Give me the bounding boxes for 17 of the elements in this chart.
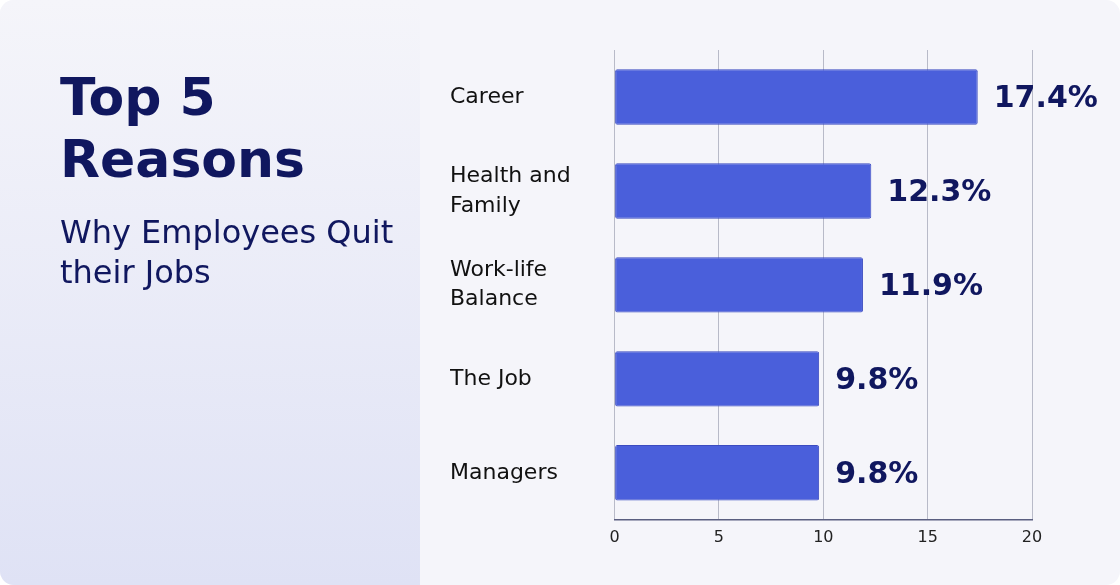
text: Top 5 Reasons [60,66,307,190]
data-label: 12.3% [887,172,992,208]
data-label: 9.8% [835,454,919,490]
x-tick-label: 0 [609,526,620,546]
x-tick-label: 20 [1021,526,1043,546]
data-label: 9.8% [835,360,919,396]
x-tick-label: 10 [813,526,834,546]
y-tick-label: Career [450,82,525,108]
data-label: 11.9% [878,266,984,302]
data-label: 17.4% [993,78,1098,114]
y-tick-label: Work-life Balance [450,255,548,311]
y-tick-label: Health and Family [450,161,571,217]
y-tick-label: The Job [449,364,532,390]
x-tick-label: 5 [713,526,725,546]
y-tick-label: Managers [450,458,558,484]
text: Why Employees Quit their Jobs [60,212,395,292]
x-tick-label: 15 [917,526,938,546]
